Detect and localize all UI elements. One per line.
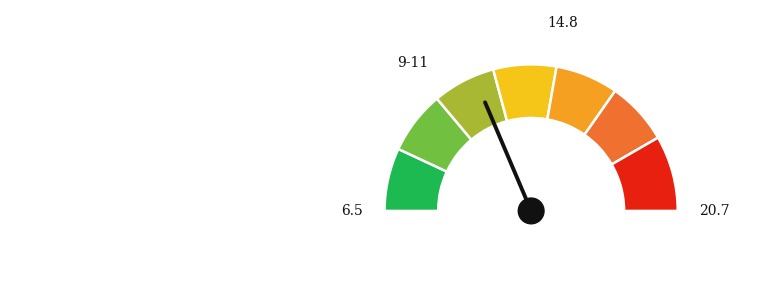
Text: 20.7: 20.7 (700, 204, 729, 218)
Text: 6.5: 6.5 (341, 204, 363, 218)
Wedge shape (584, 91, 658, 164)
Wedge shape (398, 99, 472, 172)
Text: content should keep the dial on or: content should keep the dial on or (18, 44, 206, 54)
Text: financial media reading age.: financial media reading age. (18, 86, 174, 96)
Text: Higher than 14.8 starts to approach: Higher than 14.8 starts to approach (18, 213, 237, 224)
Text: academic levels of complexity and: academic levels of complexity and (18, 235, 225, 245)
Wedge shape (493, 64, 557, 121)
Wedge shape (384, 149, 447, 211)
Wedge shape (437, 69, 507, 140)
Text: closer to the UK consumer average of: closer to the UK consumer average of (18, 150, 225, 160)
Text: A lower reading age brings content: A lower reading age brings content (18, 129, 212, 139)
Wedge shape (548, 67, 615, 135)
Text: We believe creators of investment: We believe creators of investment (18, 23, 204, 33)
Text: 9-11.: 9-11. (18, 171, 45, 181)
Text: difficulty for the reader.: difficulty for the reader. (18, 256, 164, 267)
Circle shape (518, 198, 544, 224)
Wedge shape (611, 138, 678, 211)
Text: 9-11: 9-11 (397, 56, 429, 70)
Text: around 14.8 years – which is the: around 14.8 years – which is the (18, 65, 196, 75)
Text: 14.8: 14.8 (548, 16, 578, 30)
